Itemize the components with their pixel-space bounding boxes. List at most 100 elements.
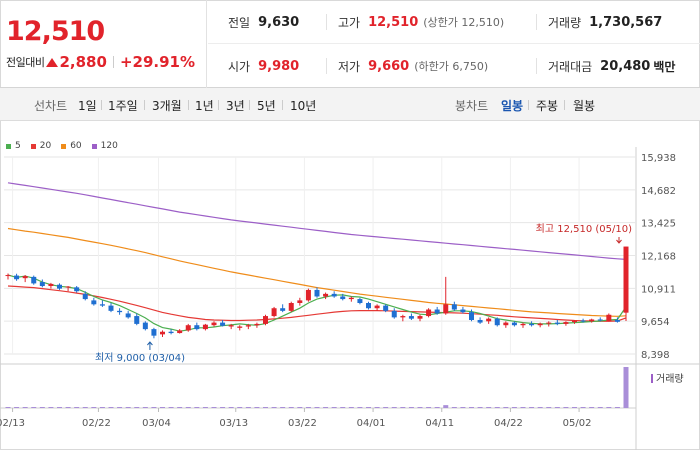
candle-body bbox=[263, 316, 268, 324]
candle-body bbox=[580, 320, 586, 322]
volume-bar bbox=[202, 407, 208, 408]
divider bbox=[112, 56, 114, 68]
volume-bar bbox=[597, 407, 603, 408]
candle-body bbox=[366, 302, 371, 309]
period-1d[interactable]: 1일 bbox=[78, 99, 97, 113]
y-tick-label: 15,938 bbox=[641, 153, 676, 164]
ma20-line bbox=[7, 285, 627, 322]
period-3m[interactable]: 3개월 bbox=[152, 99, 182, 113]
current-price: 12,510 bbox=[6, 16, 105, 47]
candle-body bbox=[494, 318, 500, 326]
volume-bar bbox=[503, 407, 509, 408]
volume-bar bbox=[142, 407, 148, 408]
candle-body bbox=[374, 305, 380, 309]
candle-body bbox=[5, 275, 11, 277]
x-tick-label: 04/22 bbox=[494, 418, 523, 429]
volume-bar bbox=[305, 407, 311, 408]
volume-bar bbox=[434, 407, 440, 408]
candle-body bbox=[554, 322, 560, 324]
volume-bar bbox=[31, 407, 37, 408]
change-value: 2,880 bbox=[59, 53, 107, 71]
open-cell: 시가 9,980 bbox=[228, 44, 299, 88]
period-3y[interactable]: 3년 bbox=[226, 99, 245, 113]
y-tick-label: 10,911 bbox=[641, 284, 676, 295]
prev-close-value: 9,630 bbox=[258, 14, 300, 30]
volume-bar bbox=[494, 407, 500, 408]
candle-body bbox=[271, 308, 277, 317]
volume-bar bbox=[529, 407, 535, 408]
candle-chart-label: 봉차트 bbox=[455, 99, 489, 113]
candle-body bbox=[503, 322, 509, 326]
open-value: 9,980 bbox=[258, 58, 300, 74]
volume-bar bbox=[271, 407, 277, 408]
candle-body bbox=[537, 323, 543, 326]
candle-body bbox=[323, 293, 329, 297]
change-percent: +29.91% bbox=[119, 53, 195, 71]
candle-daily[interactable]: 일봉 bbox=[501, 99, 524, 113]
x-tick-label: 02/13 bbox=[0, 418, 25, 429]
period-1w[interactable]: 1주일 bbox=[108, 99, 138, 113]
price-box: 12,510 전일대비 2,880 +29.91% bbox=[0, 0, 207, 88]
candle-body bbox=[254, 323, 260, 326]
volume-bar bbox=[314, 407, 320, 408]
candle-body bbox=[48, 283, 54, 287]
volume-bar bbox=[245, 407, 251, 408]
volume-bar bbox=[477, 407, 483, 408]
candle-body bbox=[408, 316, 414, 319]
candle-body bbox=[314, 289, 320, 297]
volume-bar bbox=[357, 407, 363, 408]
volume-bar bbox=[554, 407, 560, 408]
candle-body bbox=[460, 309, 466, 313]
candle-body bbox=[39, 282, 45, 287]
candle-body bbox=[228, 325, 234, 327]
prev-close-cell: 전일 9,630 bbox=[228, 0, 299, 44]
volume-bar bbox=[400, 407, 406, 408]
volume-bar bbox=[82, 407, 88, 408]
candle-body bbox=[151, 329, 157, 336]
volume-bar bbox=[125, 407, 131, 408]
legend-swatch bbox=[6, 143, 11, 149]
divider bbox=[528, 100, 529, 110]
candle-body bbox=[511, 322, 517, 326]
volume-bar bbox=[14, 407, 20, 408]
volume-bar bbox=[486, 407, 492, 408]
y-tick-label: 12,168 bbox=[641, 252, 676, 263]
candle-monthly[interactable]: 월봉 bbox=[573, 99, 596, 113]
volume-bar bbox=[99, 407, 105, 408]
volume-bar bbox=[614, 407, 620, 408]
volume-bar bbox=[22, 407, 28, 408]
period-10y[interactable]: 10년 bbox=[290, 99, 317, 113]
volume-bar bbox=[443, 405, 449, 408]
volume-bar bbox=[511, 407, 517, 408]
candle-body bbox=[82, 293, 88, 300]
candle-body bbox=[331, 293, 337, 297]
volume-bar bbox=[185, 407, 191, 408]
divider bbox=[144, 100, 145, 110]
legend-ma5: 5 bbox=[6, 141, 21, 151]
quote-row: 시가 9,980 저가 9,660 (하한가 6,750) 거래대금 20,48… bbox=[208, 44, 700, 88]
volume-bar bbox=[383, 407, 389, 408]
volume-bar bbox=[426, 407, 432, 408]
period-1y[interactable]: 1년 bbox=[195, 99, 214, 113]
period-5y[interactable]: 5년 bbox=[257, 99, 276, 113]
volume-bar bbox=[408, 407, 414, 408]
low-value: 9,660 bbox=[368, 58, 410, 74]
volume-cell: 거래량 1,730,567 bbox=[548, 0, 662, 44]
candle-body bbox=[245, 325, 251, 327]
candle-body bbox=[14, 275, 20, 280]
x-tick-label: 04/01 bbox=[357, 418, 386, 429]
y-tick-label: 8,398 bbox=[641, 350, 670, 361]
candle-body bbox=[400, 316, 406, 318]
candle-body bbox=[563, 322, 569, 324]
volume-bar bbox=[451, 407, 457, 408]
volume-bar bbox=[5, 407, 11, 408]
candle-body bbox=[305, 289, 311, 301]
candle-body bbox=[391, 310, 397, 318]
candle-weekly[interactable]: 주봉 bbox=[536, 99, 559, 113]
volume-bar bbox=[572, 407, 577, 408]
amount-value: 20,480 bbox=[600, 58, 651, 74]
volume-bar bbox=[151, 407, 157, 408]
volume-bar bbox=[117, 407, 123, 408]
volume-bar bbox=[168, 407, 174, 408]
candle-body bbox=[288, 302, 294, 311]
